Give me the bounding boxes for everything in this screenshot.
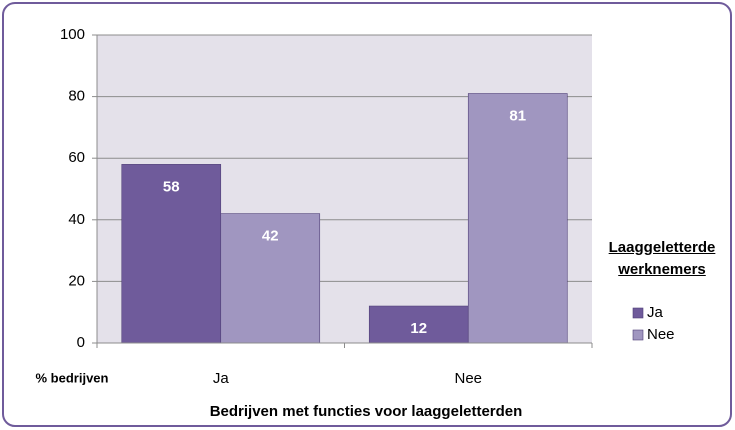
data-label: 12 [410,320,427,337]
data-label: 58 [163,178,180,195]
y-axis-label: % bedrijven [36,370,109,385]
bar [220,213,321,344]
legend-swatch [632,307,644,319]
y-tick-label: 20 [68,272,85,289]
data-label: 81 [509,107,526,124]
x-tick-label: Nee [454,370,482,387]
legend-label: Nee [647,326,675,343]
legend-swatch [632,329,644,341]
y-tick-label: 60 [68,149,85,166]
y-tick-label: 0 [77,334,85,351]
bar [467,93,568,344]
bar [368,305,469,344]
y-tick-label: 100 [60,26,85,43]
bar [121,164,222,344]
x-tick-label: Ja [213,370,230,387]
legend-title: Laaggeletterde werknemers [608,239,716,278]
data-label: 42 [262,228,279,245]
x-axis-title: Bedrijven met functies voor laaggeletter… [210,403,523,420]
y-tick-label: 40 [68,211,85,228]
y-tick-label: 80 [68,88,85,105]
legend-label: Ja [647,304,664,321]
